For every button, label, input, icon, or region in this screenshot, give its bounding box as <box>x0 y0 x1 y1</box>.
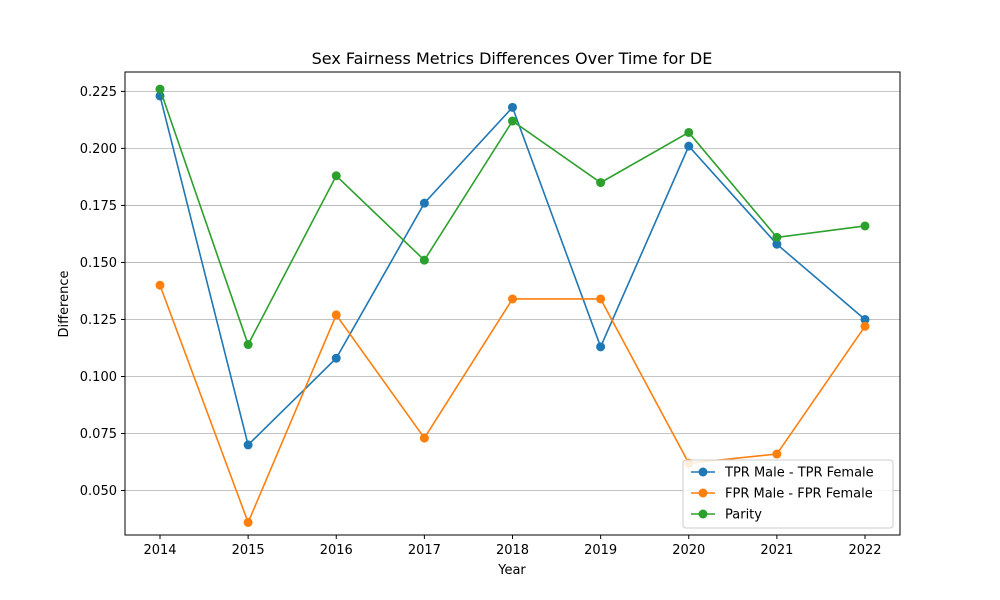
data-point <box>419 198 429 208</box>
data-point <box>243 440 253 450</box>
series-2 <box>155 280 870 527</box>
legend-swatch-marker <box>698 467 708 477</box>
x-tick-label: 2019 <box>584 543 617 558</box>
x-tick-label: 2022 <box>848 543 881 558</box>
chart-title: Sex Fairness Metrics Differences Over Ti… <box>312 49 713 68</box>
data-point <box>155 84 165 94</box>
x-tick-label: 2020 <box>672 543 705 558</box>
legend-item: Parity <box>691 508 762 523</box>
y-tick-label: 0.175 <box>80 199 117 214</box>
legend-label: Parity <box>725 508 762 523</box>
data-point <box>331 353 341 363</box>
legend-label: TPR Male - TPR Female <box>724 466 874 481</box>
y-axis-label: Difference <box>57 270 72 337</box>
data-point <box>684 141 694 151</box>
data-point <box>508 294 517 304</box>
data-point <box>860 321 870 331</box>
data-point <box>508 116 517 126</box>
legend: TPR Male - TPR Female FPR Male - FPR Fema… <box>682 459 894 529</box>
x-tick-label: 2021 <box>760 543 793 558</box>
data-point <box>419 433 429 443</box>
data-point <box>596 294 606 304</box>
data-point <box>860 314 870 324</box>
x-tick-label: 2014 <box>143 543 176 558</box>
data-point <box>596 178 606 188</box>
data-point <box>331 310 341 320</box>
x-tick-label: 2015 <box>232 543 265 558</box>
series-3 <box>155 84 870 350</box>
data-point <box>772 449 782 459</box>
data-point <box>508 102 517 112</box>
legend-swatch-marker <box>698 509 708 519</box>
data-point <box>419 255 429 265</box>
gridlines <box>125 90 900 491</box>
legend-item: TPR Male - TPR Female <box>691 466 874 481</box>
data-point <box>155 280 165 290</box>
y-tick-label: 0.075 <box>80 427 117 442</box>
legend-item: FPR Male - FPR Female <box>691 487 873 502</box>
legend-box <box>682 459 894 529</box>
series-layer <box>155 84 870 527</box>
legend-label: FPR Male - FPR Female <box>725 487 873 502</box>
data-point <box>772 239 782 249</box>
data-point <box>860 221 870 231</box>
y-tick-label: 0.150 <box>80 256 117 271</box>
y-tick-label: 0.225 <box>80 85 117 100</box>
x-axis-ticks: 2014 2015 2016 2017 2018 2019 2020 2021 2022 <box>143 535 882 558</box>
x-axis-label: Year <box>497 563 526 578</box>
data-point <box>331 171 341 181</box>
y-axis-ticks: 0.050 0.075 0.100 0.125 0.150 0.175 0.200 0.225 <box>80 85 125 499</box>
y-tick-label: 0.050 <box>80 484 117 499</box>
data-point <box>772 232 782 242</box>
series-line <box>159 88 866 347</box>
x-tick-label: 2016 <box>320 543 353 558</box>
series-1 <box>155 91 870 450</box>
data-point <box>243 517 253 527</box>
data-point <box>243 340 253 350</box>
y-tick-label: 0.200 <box>80 142 117 157</box>
data-point <box>596 342 606 352</box>
y-tick-label: 0.100 <box>80 370 117 385</box>
y-tick-label: 0.125 <box>80 313 117 328</box>
legend-swatch-marker <box>698 488 708 498</box>
x-tick-label: 2017 <box>408 543 441 558</box>
x-tick-label: 2018 <box>496 543 529 558</box>
data-point <box>684 127 694 137</box>
